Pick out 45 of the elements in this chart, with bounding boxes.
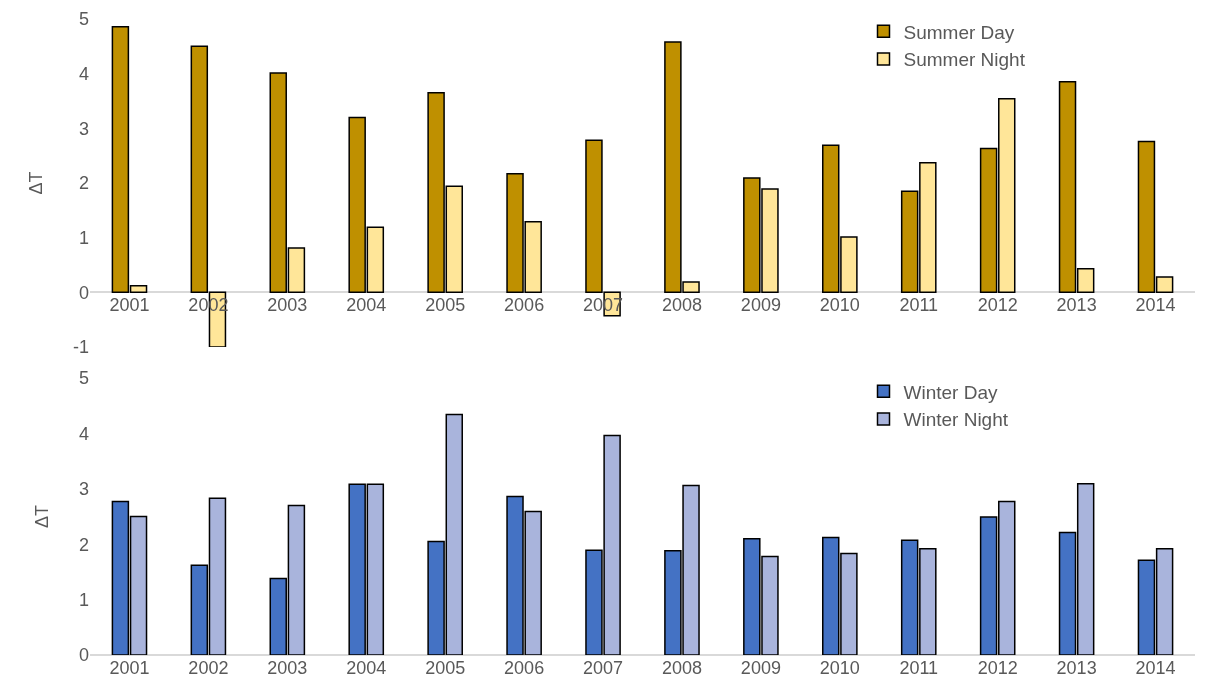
y-tick-label: 5 — [78, 9, 89, 30]
y-tick-label: 2 — [78, 534, 89, 555]
x-tick-label: 2004 — [346, 295, 387, 316]
x-tick-label: 2013 — [1056, 295, 1097, 316]
x-tick-label: 2013 — [1056, 658, 1097, 678]
legend-label: Winter Day — [903, 381, 998, 403]
x-tick-label: 2005 — [425, 295, 466, 316]
y-tick-label: 0 — [78, 282, 89, 303]
x-tick-label: 2014 — [1135, 658, 1176, 678]
x-tick-label: 2014 — [1135, 295, 1176, 316]
legend-label: Summer Day — [903, 21, 1015, 43]
x-tick-label: 2006 — [504, 658, 545, 678]
x-tick-label: 2008 — [661, 658, 702, 678]
x-tick-label: 2008 — [661, 295, 702, 316]
y-tick-label: 2 — [78, 173, 89, 194]
x-tick-label: 2001 — [109, 658, 150, 678]
x-tick-label: 2001 — [109, 295, 150, 316]
y-axis-title: ΔT — [32, 504, 53, 529]
y-tick-label: 0 — [78, 645, 89, 666]
x-tick-label: 2004 — [346, 658, 387, 678]
x-tick-label: 2011 — [899, 658, 939, 678]
legend-label: Winter Night — [903, 409, 1009, 431]
legend-label: Summer Night — [903, 49, 1026, 71]
x-tick-label: 2010 — [819, 658, 860, 678]
x-tick-label: 2012 — [977, 658, 1018, 678]
x-tick-label: 2002 — [188, 658, 229, 678]
x-tick-label: 2003 — [267, 295, 308, 316]
y-tick-label: 1 — [78, 227, 89, 248]
y-tick-label: 5 — [78, 368, 89, 389]
x-tick-label: 2003 — [267, 658, 308, 678]
y-tick-label: 1 — [78, 589, 89, 610]
y-axis-title: ΔT — [26, 171, 47, 195]
y-tick-label: 4 — [78, 423, 89, 444]
x-tick-label: 2007 — [583, 658, 624, 678]
x-tick-label: 2011 — [899, 295, 939, 316]
x-tick-label: 2010 — [819, 295, 860, 316]
x-tick-label: 2006 — [504, 295, 545, 316]
y-tick-label: -1 — [72, 337, 89, 358]
y-tick-label: 3 — [78, 479, 89, 500]
y-tick-label: 4 — [78, 63, 89, 84]
x-tick-label: 2009 — [740, 295, 781, 316]
y-tick-label: 3 — [78, 118, 89, 139]
x-tick-label: 2012 — [977, 295, 1018, 316]
x-tick-label: 2005 — [425, 658, 466, 678]
x-tick-label: 2009 — [740, 658, 781, 678]
